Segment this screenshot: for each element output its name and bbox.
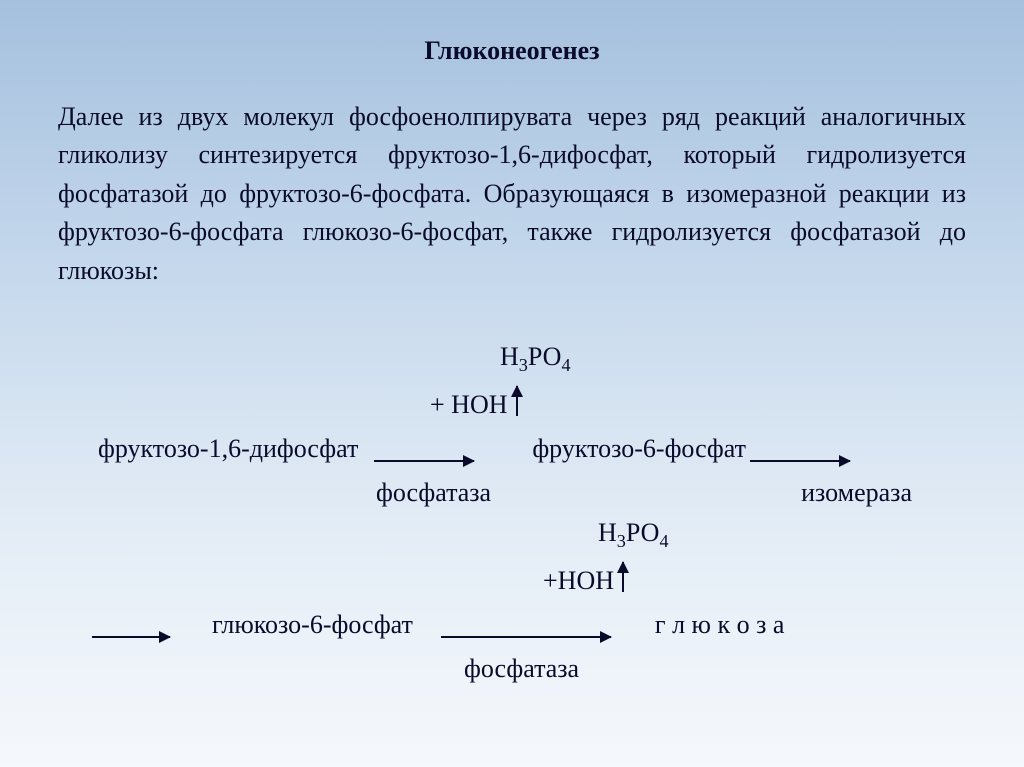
reaction-line-7: глюкозо-6-фосфат г л ю к о з а bbox=[58, 598, 966, 638]
reaction-line-8: фосфатаза bbox=[58, 642, 966, 682]
right-arrow-icon bbox=[441, 636, 611, 638]
reaction-scheme: Н3РО4 + НОН фруктозо-1,6-дифосфат фрукто… bbox=[58, 334, 966, 682]
right-arrow-icon bbox=[92, 636, 170, 638]
reaction-line-2: + НОН bbox=[58, 378, 966, 418]
right-arrow-icon bbox=[750, 460, 850, 462]
glucose-label: г л ю к о з а bbox=[655, 612, 785, 638]
reaction-line-6: +НОН bbox=[58, 554, 966, 594]
h3po4-1: Н3РО4 bbox=[500, 344, 571, 374]
up-arrow-icon bbox=[622, 562, 624, 592]
g6p-label: глюкозо-6-фосфат bbox=[212, 612, 413, 638]
f6p-label: фруктозо-6-фосфат bbox=[532, 436, 746, 462]
reaction-line-4: фосфатаза изомераза bbox=[58, 466, 966, 506]
hoh-2: +НОН bbox=[543, 568, 614, 594]
slide-title: Глюконеогенез bbox=[58, 36, 966, 66]
phosphatase-2: фосфатаза bbox=[464, 656, 579, 682]
up-arrow-icon bbox=[516, 386, 518, 416]
h3po4-2: Н3РО4 bbox=[598, 520, 669, 550]
hoh-1: + НОН bbox=[430, 392, 508, 418]
body-paragraph: Далее из двух молекул фосфоенолпирувата … bbox=[58, 98, 966, 290]
reaction-line-1: Н3РО4 bbox=[58, 334, 966, 374]
reaction-line-3: фруктозо-1,6-дифосфат фруктозо-6-фосфат bbox=[58, 422, 966, 462]
f16dp-label: фруктозо-1,6-дифосфат bbox=[98, 436, 358, 462]
isomerase-label: изомераза bbox=[801, 480, 912, 506]
right-arrow-icon bbox=[374, 460, 474, 462]
phosphatase-1: фосфатаза bbox=[376, 480, 491, 506]
reaction-line-5: Н3РО4 bbox=[58, 510, 966, 550]
